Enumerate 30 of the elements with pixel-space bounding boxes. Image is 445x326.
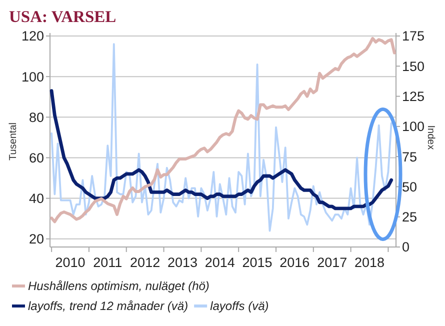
x-tick-label: 2018: [354, 255, 385, 270]
x-tick-label: 2011: [93, 255, 122, 270]
legend-label: layoffs, trend 12 månader (vä): [28, 299, 188, 314]
x-tick-label: 2017: [317, 255, 348, 270]
y2-tick-label: 100: [402, 119, 425, 134]
y2-tick-label: 0: [402, 240, 410, 255]
line-series: [50, 89, 394, 210]
y2-tick-label: 25: [402, 210, 418, 225]
y2-tick-label: 50: [402, 179, 418, 194]
x-tick-label: 2014: [204, 255, 236, 270]
y-tick-label: 100: [21, 69, 44, 84]
chart-title: USA: VARSEL: [9, 7, 116, 26]
x-tick-label: 2015: [242, 255, 272, 270]
y2-axis-title: Index: [425, 125, 436, 150]
y-tick-label: 40: [28, 191, 44, 206]
y-tick-label: 60: [28, 150, 44, 166]
x-tick-label: 2012: [130, 255, 160, 270]
y-tick-label: 120: [21, 28, 44, 44]
y2-tick-label: 125: [402, 89, 425, 104]
x-tick-label: 2013: [167, 255, 198, 270]
y2-tick-label: 75: [402, 149, 418, 164]
y2-tick-label: 150: [402, 58, 425, 74]
x-tick-label: 2016: [280, 255, 310, 270]
legend-label: layoffs (vä): [210, 299, 269, 314]
y-axis-title: Tusental: [8, 122, 19, 160]
legend-label: Hushållens optimism, nuläget (hö): [28, 279, 210, 294]
y-tick-label: 80: [28, 110, 44, 125]
y-tick-label: 20: [28, 232, 44, 247]
y2-tick-label: 175: [402, 28, 425, 44]
x-tick-label: 2010: [55, 255, 86, 270]
